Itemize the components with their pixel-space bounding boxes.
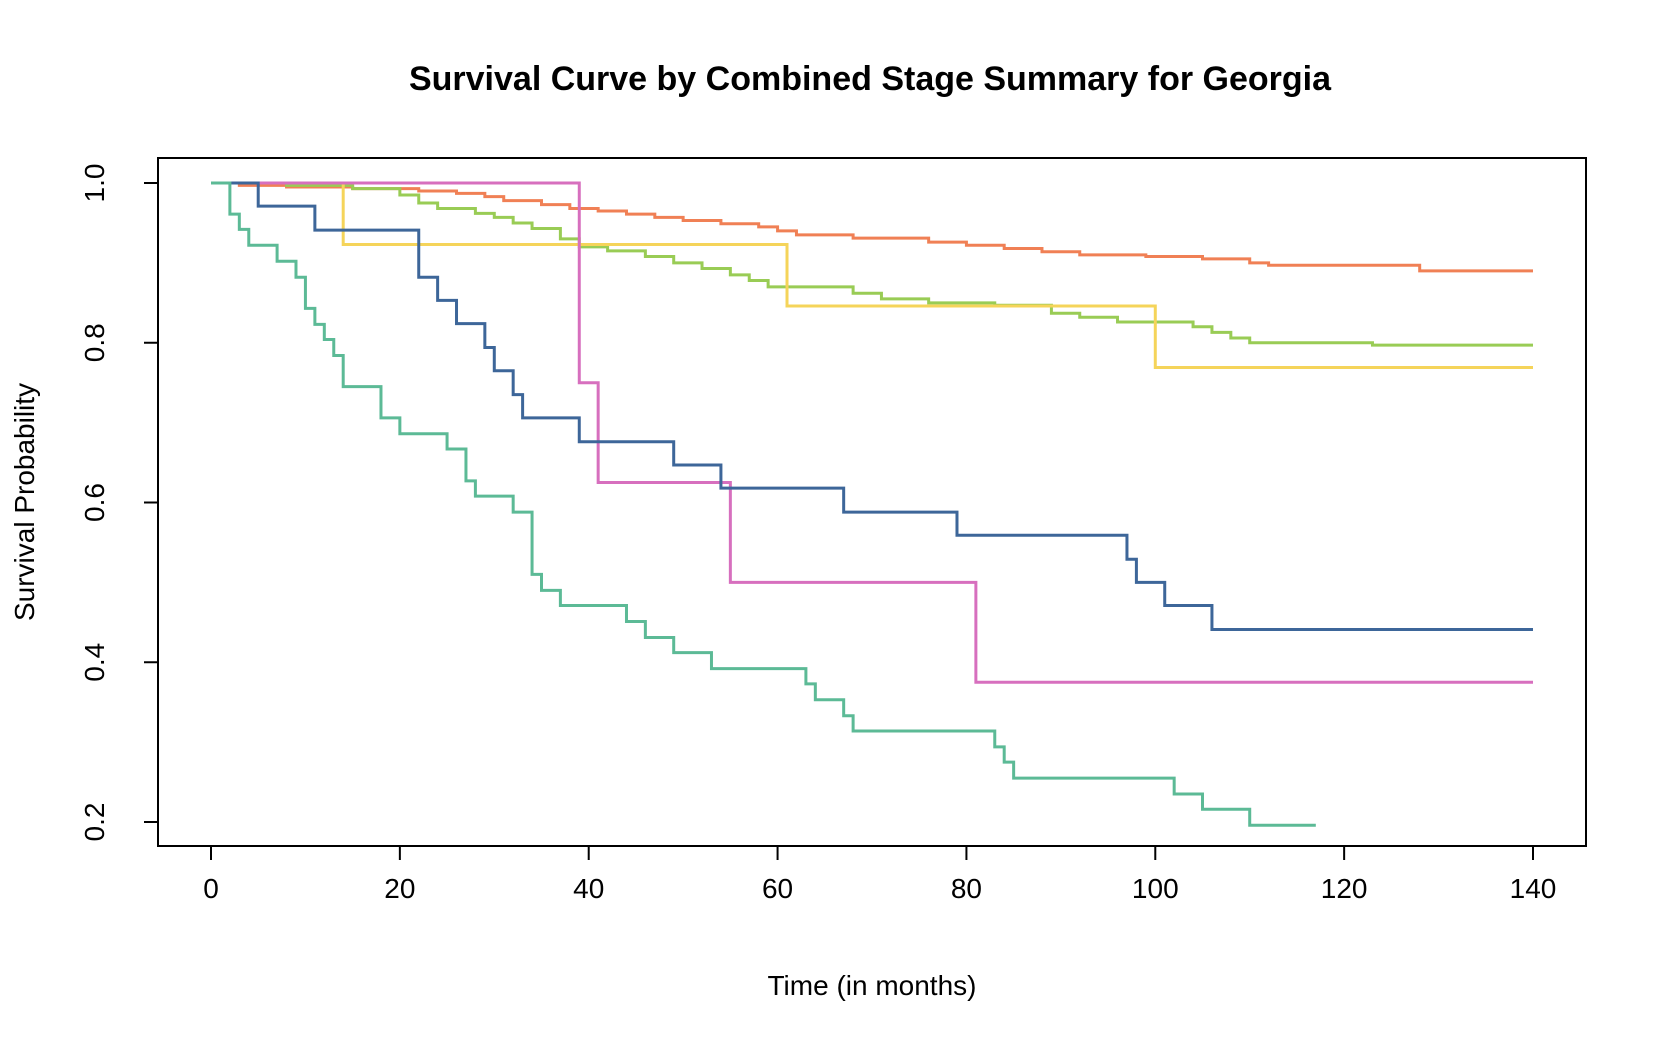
- y-tick-label: 0.8: [79, 323, 110, 362]
- survival-curve-1: [211, 181, 1533, 273]
- x-tick-label: 100: [1132, 873, 1179, 904]
- x-axis: 0 20 40 60 80 100 120 140: [203, 845, 1557, 904]
- survival-curve-2: [211, 181, 1533, 347]
- x-axis-label: Time (in months): [767, 970, 976, 1001]
- y-tick-label: 0.6: [79, 483, 110, 522]
- survival-curve-6: [211, 181, 1316, 827]
- x-tick-label: 20: [384, 873, 415, 904]
- x-tick-label: 80: [951, 873, 982, 904]
- series-layer: [211, 181, 1533, 827]
- x-tick-label: 40: [573, 873, 604, 904]
- y-tick-label: 0.2: [79, 803, 110, 842]
- y-axis: 0.2 0.4 0.6 0.8 1.0: [79, 164, 158, 842]
- x-tick-label: 0: [203, 873, 219, 904]
- x-tick-label: 60: [762, 873, 793, 904]
- x-tick-label: 140: [1510, 873, 1557, 904]
- y-tick-label: 0.4: [79, 643, 110, 682]
- survival-curve-5: [211, 181, 1533, 632]
- survival-curve-4: [211, 181, 1533, 684]
- survival-curve-3: [211, 181, 1533, 370]
- x-tick-label: 120: [1321, 873, 1368, 904]
- plot-frame: [157, 157, 1587, 847]
- y-axis-label: Survival Probability: [9, 383, 40, 621]
- chart-title: Survival Curve by Combined Stage Summary…: [409, 60, 1332, 98]
- y-tick-label: 1.0: [79, 164, 110, 203]
